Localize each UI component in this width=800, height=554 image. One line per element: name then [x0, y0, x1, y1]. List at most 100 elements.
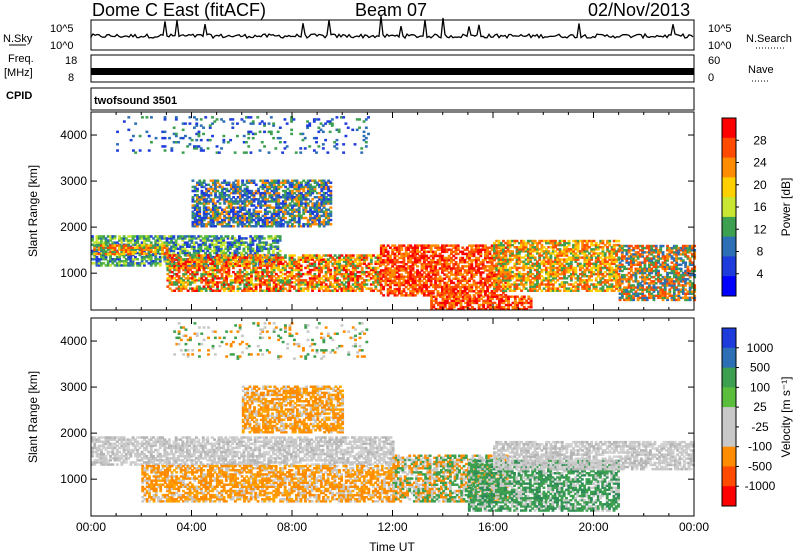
data-cell	[127, 241, 131, 244]
data-cell	[238, 277, 242, 280]
data-cell	[186, 275, 190, 278]
data-cell	[225, 264, 229, 268]
data-cell	[156, 262, 160, 265]
data-cell	[551, 283, 555, 286]
data-cell	[636, 257, 640, 260]
data-cell	[213, 258, 217, 261]
data-cell	[520, 281, 523, 284]
data-cell	[109, 239, 112, 242]
data-cell	[102, 248, 106, 251]
data-cell	[200, 264, 204, 268]
data-cell	[228, 247, 232, 251]
data-cell	[163, 246, 167, 249]
data-cell	[97, 237, 101, 240]
data-cell	[189, 260, 192, 263]
data-cell	[657, 271, 660, 275]
data-cell	[493, 271, 496, 274]
data-cell	[202, 279, 206, 282]
data-cell	[152, 262, 155, 265]
data-cell	[198, 254, 201, 257]
data-cell	[127, 239, 131, 242]
data-cell	[191, 270, 195, 274]
data-cell	[204, 277, 208, 280]
data-cell	[429, 279, 433, 283]
data-cell	[118, 262, 121, 265]
freq-label-line2: [MHz]	[4, 67, 33, 79]
data-cell	[233, 239, 237, 242]
nave-tick-bottom: 0	[708, 72, 714, 84]
data-cell	[181, 251, 185, 255]
data-cell	[516, 303, 519, 307]
data-cell	[173, 277, 177, 280]
data-cell	[268, 260, 271, 263]
data-cell	[601, 246, 605, 249]
data-cell	[109, 235, 112, 238]
data-cell	[232, 258, 235, 261]
data-cell	[145, 260, 149, 263]
data-cell	[181, 237, 185, 240]
data-cell	[459, 303, 463, 307]
data-cell	[502, 301, 506, 305]
data-cell	[91, 239, 94, 242]
data-cell	[109, 244, 112, 247]
data-cell	[220, 256, 224, 259]
data-cell	[222, 264, 226, 268]
data-cell	[124, 239, 128, 242]
data-cell	[260, 237, 264, 240]
data-cell	[143, 248, 146, 251]
data-cell	[670, 278, 674, 281]
data-cell	[93, 262, 97, 265]
data-cell	[200, 256, 204, 259]
data-cell	[127, 264, 131, 267]
data-cell	[177, 287, 181, 290]
data-cell	[202, 268, 206, 272]
data-cell	[235, 251, 239, 255]
data-cell	[242, 258, 246, 261]
data-cell	[204, 260, 208, 263]
data-cell	[608, 239, 612, 243]
data-cell	[158, 252, 162, 256]
data-cell	[524, 281, 528, 284]
data-cell	[524, 287, 528, 290]
data-cell	[293, 254, 296, 257]
data-cell	[220, 258, 224, 261]
data-cell	[243, 287, 247, 290]
data-cell	[163, 252, 167, 256]
data-cell	[227, 258, 231, 261]
data-cell	[192, 262, 196, 265]
data-cell	[265, 260, 268, 263]
data-cell	[191, 287, 195, 290]
data-cell	[311, 289, 314, 292]
data-cell	[170, 289, 174, 292]
data-cell	[170, 266, 174, 270]
data-cell	[447, 275, 451, 278]
data-cell	[272, 260, 276, 263]
data-cell	[201, 255, 205, 259]
data-cell	[215, 237, 219, 240]
data-cell	[188, 243, 192, 246]
data-cell	[207, 270, 210, 274]
data-cell	[603, 254, 607, 257]
data-cell	[173, 262, 177, 266]
data-cell	[603, 275, 607, 278]
data-cell	[191, 275, 195, 278]
data-cell	[663, 261, 667, 264]
data-cell	[158, 248, 162, 251]
data-cell	[184, 272, 188, 276]
data-cell	[477, 295, 481, 298]
data-cell	[124, 237, 128, 240]
data-cell	[470, 261, 474, 264]
data-cell	[232, 270, 235, 274]
data-cell	[186, 281, 190, 284]
data-cell	[210, 258, 214, 261]
data-cell	[168, 264, 172, 268]
data-cell	[195, 237, 198, 240]
data-cell	[111, 258, 115, 261]
data-cell	[131, 250, 135, 254]
data-cell	[506, 262, 510, 266]
data-cell	[201, 243, 205, 246]
data-cell	[202, 272, 206, 276]
data-cell	[152, 246, 155, 249]
data-cell	[447, 265, 451, 268]
data-cell	[182, 285, 186, 288]
